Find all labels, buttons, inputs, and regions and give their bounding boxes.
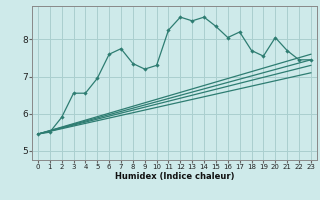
X-axis label: Humidex (Indice chaleur): Humidex (Indice chaleur) (115, 172, 234, 181)
